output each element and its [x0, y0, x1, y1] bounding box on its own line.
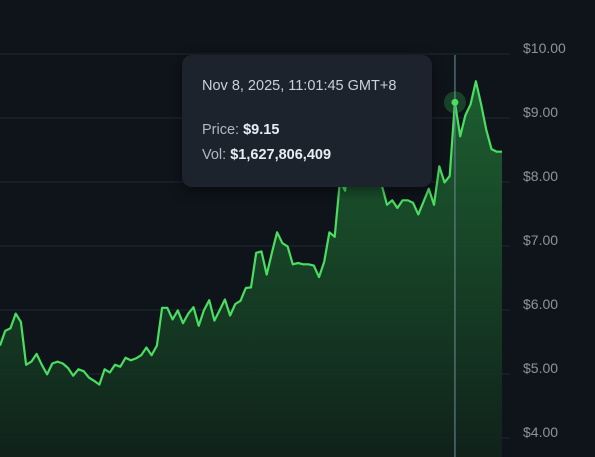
tooltip-price-row: Price: $9.15: [202, 122, 279, 138]
y-axis-ticks: $4.00 $5.00 $6.00 $7.00 $8.00 $9.00 $10.00: [523, 40, 566, 440]
tooltip-vol-label: Vol:: [202, 147, 227, 163]
y-tick-label: $4.00: [523, 424, 558, 440]
y-tick-label: $9.00: [523, 104, 558, 120]
price-line: [0, 80, 502, 386]
tooltip-vol-row: Vol: $1,627,806,409: [202, 147, 331, 163]
y-tick-label: $5.00: [523, 360, 558, 376]
y-tick-label: $10.00: [523, 40, 566, 56]
price-tooltip: Nov 8, 2025, 11:01:45 GMT+8 Price: $9.15…: [182, 55, 432, 187]
y-tick-label: $6.00: [523, 296, 558, 312]
tooltip-vol-value: $1,627,806,409: [230, 147, 332, 163]
hover-point[interactable]: [451, 98, 459, 106]
y-tick-label: $8.00: [523, 168, 558, 184]
price-area-fill: [0, 81, 502, 457]
y-tick-label: $7.00: [523, 232, 558, 248]
tooltip-date: Nov 8, 2025, 11:01:45 GMT+8: [202, 78, 397, 94]
tooltip-price-value: $9.15: [243, 122, 280, 138]
tooltip-price-label: Price:: [202, 122, 240, 138]
